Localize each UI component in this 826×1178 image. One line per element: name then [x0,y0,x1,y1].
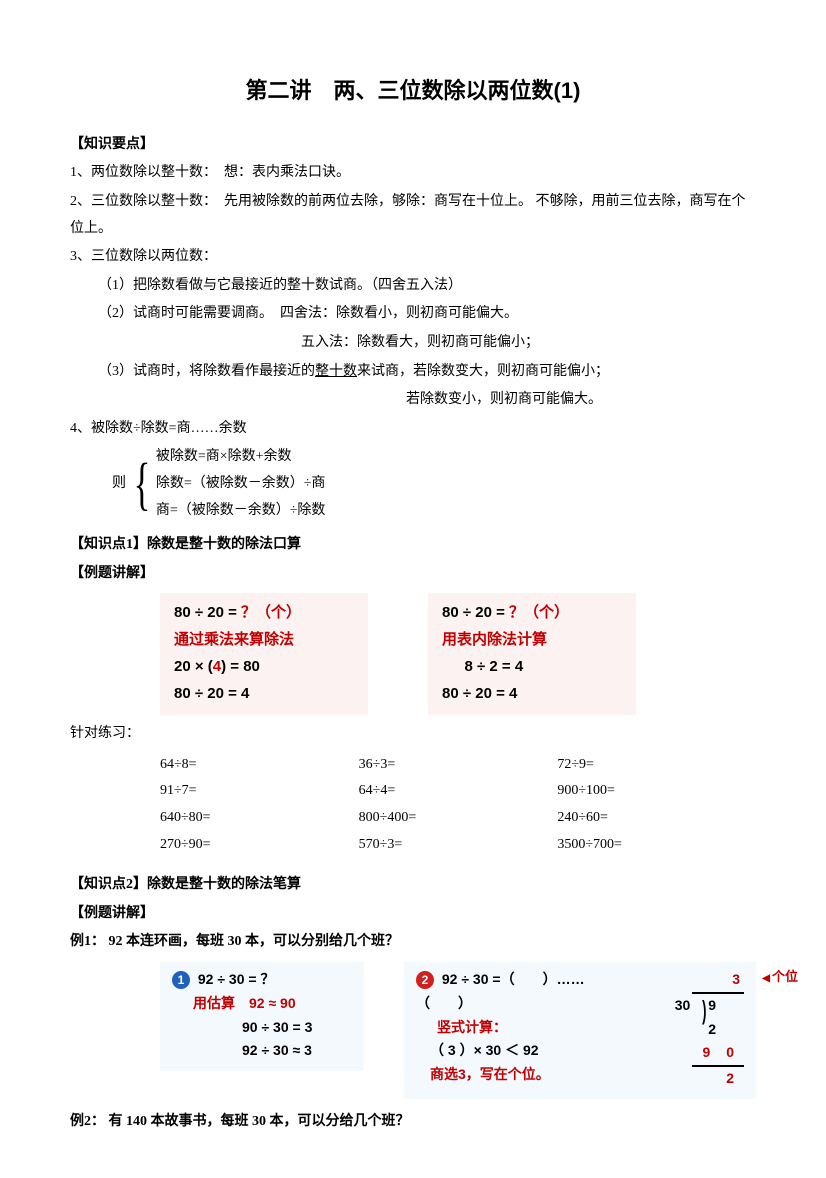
longdiv-divisor-val: 30 [675,997,691,1013]
example-1-blocks: 80 ÷ 20 = ？（个） 通过乘法来算除法 20 × (4) = 80 80… [160,593,756,715]
practice-cell: 800÷400= [359,805,558,832]
practice-cell: 64÷4= [359,778,558,805]
point-3a: （1）把除数看做与它最接近的整十数试商。（四舍五入法） [70,273,756,300]
practice-row: 640÷80= 800÷400= 240÷60= [160,805,756,832]
pinkbox-left: 80 ÷ 20 = ？（个） 通过乘法来算除法 20 × (4) = 80 80… [160,593,368,715]
practice-cell: 72÷9= [557,752,756,779]
practice-cell: 640÷80= [160,805,359,832]
practice-row: 91÷7= 64÷4= 900÷100= [160,778,756,805]
long-division: 3 个位 30 ) 9 2 9 0 2 [656,968,744,1091]
longdiv-row: 30 ) 9 2 [656,994,744,1042]
practice-row: 270÷90= 570÷3= 3500÷700= [160,832,756,859]
blue-right-text: 2 92 ÷ 30 =（ ）……（ ） 竖式计算： （ 3 ）× 30 ＜ 92… [416,968,632,1087]
bluebox-right: 2 92 ÷ 30 =（ ）……（ ） 竖式计算： （ 3 ）× 30 ＜ 92… [404,962,756,1099]
point-3: 3、三位数除以两位数： [70,244,756,271]
brace-icon: { [134,455,151,513]
blue-left-l1: 1 92 ÷ 30 = ？ [172,968,352,992]
longdiv-res: 2 [692,1067,744,1091]
circle-2-icon: 2 [416,971,434,989]
pink-right-l1: 80 ÷ 20 = ？（个） [442,599,622,626]
point-3c-pre: （3）试商时，将除数看作最接近的 [98,364,315,379]
practice-cell: 36÷3= [359,752,558,779]
heading-kp1: 【知识点1】除数是整十数的除法口算 [70,532,756,559]
pink-left-l3c: ) = 80 [221,658,260,675]
point-2: 2、三位数除以整十数： 先用被除数的前两位去除，够除：商写在十位上。 不够除，用… [70,189,756,242]
brace-line-3: 商=（被除数－余数）÷除数 [156,498,326,525]
example-2-title: 例2： 有 140 本故事书，每班 30 本，可以分给几个班？ [70,1109,756,1136]
heading-ex1: 【例题讲解】 [70,561,756,588]
longdiv-quotient: 3 个位 [692,968,744,994]
point-3b: （2）试商时可能需要调商。 四舍法：除数看小，则初商可能偏大。 [70,301,756,328]
brace-block: 则 { 被除数=商×除数+余数 除数=（被除数－余数）÷商 商=（被除数－余数）… [112,444,756,524]
point-4: 4、被除数÷除数=商……余数 [70,416,756,443]
practice-row: 64÷8= 36÷3= 72÷9= [160,752,756,779]
brace-label: 则 [112,444,128,524]
point-3c-post: 来试商，若除数变大，则初商可能偏小； [357,364,609,379]
point-3b2: 五入法：除数看大，则初商可能偏小； [70,330,756,357]
blue-right-l1: 2 92 ÷ 30 =（ ）……（ ） [416,968,632,1016]
practice-cell: 900÷100= [557,778,756,805]
pink-right-l1a: 80 ÷ 20 = [442,604,505,621]
point-3c2: 若除数变小，则初商可能偏大。 [70,387,756,414]
practice-grid: 64÷8= 36÷3= 72÷9= 91÷7= 64÷4= 900÷100= 6… [160,752,756,858]
brace-line-1: 被除数=商×除数+余数 [156,444,326,471]
heading-knowledge: 【知识要点】 [70,132,756,159]
point-3c-underline: 整十数 [315,364,357,379]
blue-left-l2: 用估算 92 ≈ 90 [172,992,352,1016]
blue-right-l4: 商选3，写在个位。 [416,1063,632,1087]
pink-left-l3: 20 × (4) = 80 [174,653,354,680]
practice-cell: 570÷3= [359,832,558,859]
practice-cell: 3500÷700= [557,832,756,859]
practice-cell: 64÷8= [160,752,359,779]
pink-right-l4: 80 ÷ 20 = 4 [442,680,622,707]
page-title: 第二讲 两、三位数除以两位数(1) [70,70,756,112]
pink-left-l2: 通过乘法来算除法 [174,626,354,653]
pink-left-l4: 80 ÷ 20 = 4 [174,680,354,707]
brace-line-2: 除数=（被除数－余数）÷商 [156,471,326,498]
example-1-title: 例1： 92 本连环画，每班 30 本，可以分别给几个班？ [70,929,756,956]
pink-left-l1q: ？（个） [241,604,301,621]
longdiv-note: 个位 [762,966,798,988]
point-3c: （3）试商时，将除数看作最接近的整十数来试商，若除数变大，则初商可能偏小； [70,359,756,386]
heading-practice: 针对练习： [70,721,756,748]
pink-left-l1: 80 ÷ 20 = ？（个） [174,599,354,626]
pink-left-l3b: 4 [213,658,221,675]
heading-kp2: 【知识点2】除数是整十数的除法笔算 [70,872,756,899]
pink-left-l1a: 80 ÷ 20 = [174,604,237,621]
example-1-boxes: 1 92 ÷ 30 = ？ 用估算 92 ≈ 90 90 ÷ 30 = 3 92… [160,962,756,1099]
page: 第二讲 两、三位数除以两位数(1) 【知识要点】 1、两位数除以整十数： 想：表… [0,0,826,1178]
pink-left-l3a: 20 × ( [174,658,213,675]
longdiv-divisor: 30 ) [656,994,694,1042]
blue-left-l1-text: 92 ÷ 30 = ？ [198,971,275,987]
practice-cell: 240÷60= [557,805,756,832]
point-1: 1、两位数除以整十数： 想：表内乘法口诀。 [70,160,756,187]
circle-1-icon: 1 [172,971,190,989]
pink-right-l3: 8 ÷ 2 = 4 [442,653,622,680]
heading-ex2: 【例题讲解】 [70,901,756,928]
pink-right-l2: 用表内除法计算 [442,626,622,653]
blue-left-l3: 90 ÷ 30 = 3 [172,1016,352,1040]
practice-cell: 270÷90= [160,832,359,859]
longdiv-sub: 9 0 [692,1041,744,1067]
bluebox-left: 1 92 ÷ 30 = ？ 用估算 92 ≈ 90 90 ÷ 30 = 3 92… [160,962,364,1071]
pink-right-l1q: ？（个） [509,604,569,621]
practice-cell: 91÷7= [160,778,359,805]
blue-right-l2: 竖式计算： [416,1016,632,1040]
blue-right-l3: （ 3 ）× 30 ＜ 92 [416,1039,632,1063]
brace-content: 被除数=商×除数+余数 除数=（被除数－余数）÷商 商=（被除数－余数）÷除数 [156,444,326,524]
blue-left-l4: 92 ÷ 30 ≈ 3 [172,1039,352,1063]
blue-right-l1-text: 92 ÷ 30 =（ ）……（ ） [416,971,585,1011]
longdiv-paren-icon: ) [702,988,706,1032]
pinkbox-right: 80 ÷ 20 = ？（个） 用表内除法计算 8 ÷ 2 = 4 80 ÷ 20… [428,593,636,715]
longdiv-quotient-val: 3 [732,971,740,987]
